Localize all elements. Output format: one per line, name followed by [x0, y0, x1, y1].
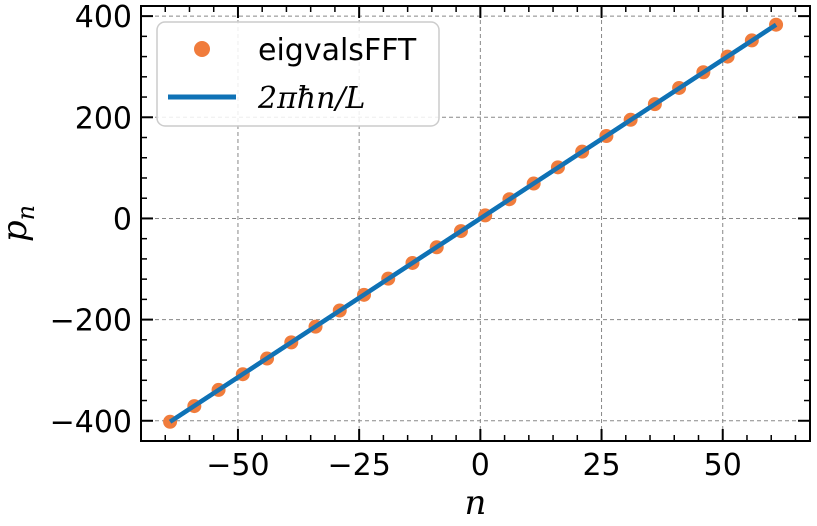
y-axis-label-subscript: n	[12, 205, 40, 220]
y-tick-label: −200	[50, 304, 132, 339]
plot-frame	[140, 5, 811, 442]
y-tick-label: 400	[75, 0, 132, 35]
major-ticks	[141, 6, 810, 441]
x-tick-label: 50	[704, 448, 742, 483]
legend-box	[156, 21, 440, 127]
y-tick-label: 200	[75, 101, 132, 136]
x-tick-label: 25	[582, 448, 620, 483]
y-tick-label: 0	[113, 202, 132, 237]
y-axis-label: pn	[0, 205, 40, 242]
legend-scatter-marker	[194, 41, 210, 57]
y-tick-labels: −400 −200 0 200 400	[50, 0, 132, 440]
legend: eigvalsFFT 2πħn/L	[156, 21, 440, 127]
x-axis-label: n	[465, 483, 487, 523]
plot-series	[163, 17, 784, 429]
x-tick-label: −50	[206, 448, 269, 483]
series-line-analytic-overlay	[168, 22, 778, 424]
x-tick-label: −25	[327, 448, 390, 483]
x-tick-label: 0	[471, 448, 490, 483]
legend-label-eigvalsfft: eigvalsFFT	[258, 33, 417, 68]
y-tick-label: −400	[50, 405, 132, 440]
legend-label-analytic: 2πħn/L	[257, 81, 365, 116]
y-axis-label-main: p	[0, 220, 35, 242]
x-tick-labels: −50 −25 0 25 50	[206, 448, 742, 483]
